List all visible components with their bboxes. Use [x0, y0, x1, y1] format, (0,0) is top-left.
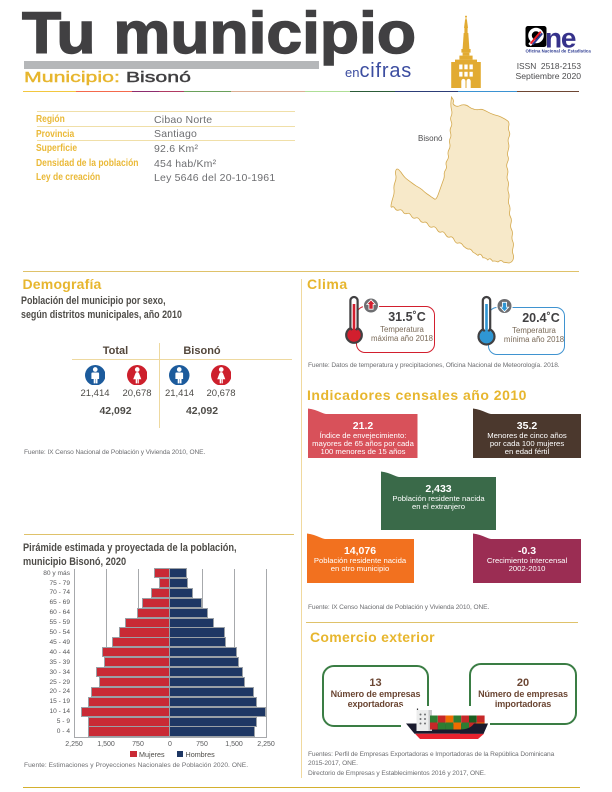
svg-text:Oficina Nacional de Estadistic: Oficina Nacional de Estadistica: [526, 49, 592, 53]
svg-text:ne: ne: [545, 25, 576, 53]
